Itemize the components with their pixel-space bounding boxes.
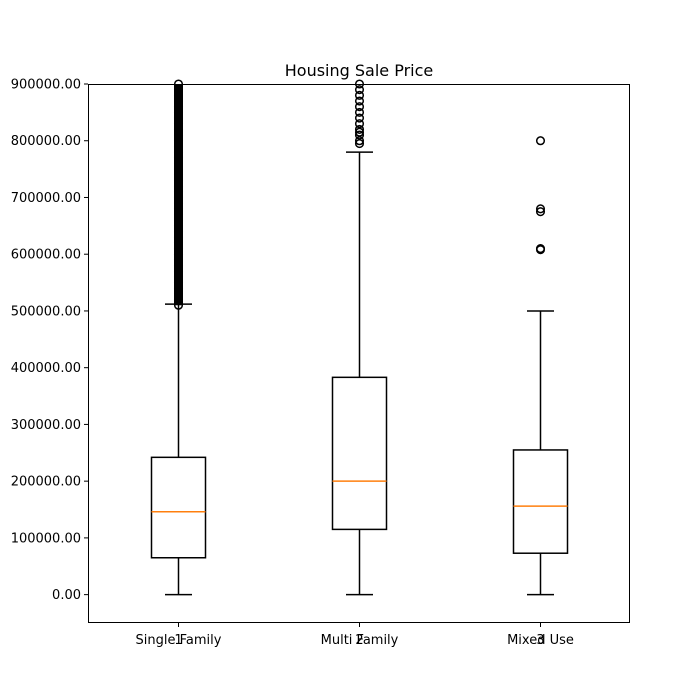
outlier-point [535,204,546,214]
outlier-point [535,136,546,146]
y-tick-label: 700000.00 [11,191,81,206]
y-tick-label: 400000.00 [11,361,81,376]
outlier-point [354,136,365,146]
plot-layer: 0.00 100000.00 200000.00 300000.00 400000.00… [11,78,574,649]
y-tick-label: 600000.00 [11,248,81,263]
outlier-point [354,124,365,134]
outlier-point [354,139,365,149]
plot-frame [88,84,630,623]
box-group-2 [331,79,388,596]
iqr-box [150,456,207,559]
box-group-3 [512,136,569,596]
category-label: Mixed Use [507,633,574,648]
outlier-point [354,85,365,95]
y-tick-label: 900000.00 [11,78,81,93]
outlier-point [535,243,546,254]
x-tick-number: 3 [536,633,544,648]
outlier-point [354,102,365,112]
iqr-box [512,449,569,554]
outlier-point [354,90,365,100]
y-tick-label: 500000.00 [11,304,81,319]
y-tick-label: 200000.00 [11,475,81,490]
category-label: Multi Family [321,633,399,648]
chart-title: Housing Sale Price [285,61,434,80]
outlier-point [354,107,365,117]
x-tick-number: 1 [174,633,182,648]
x-tick-number: 2 [355,633,363,648]
outlier-point [354,127,365,137]
outlier-point [354,130,365,140]
y-tick-label: 0.00 [52,588,81,603]
y-tick-label: 800000.00 [11,134,81,149]
outlier-point [354,119,365,129]
outlier-band [174,84,183,306]
outlier-point [535,207,546,217]
iqr-box [331,376,388,531]
y-tick-label: 300000.00 [11,418,81,433]
outlier-point [354,113,365,123]
y-tick-label: 100000.00 [11,531,81,546]
outlier-point [354,96,365,106]
category-label: Single Family [136,633,222,648]
